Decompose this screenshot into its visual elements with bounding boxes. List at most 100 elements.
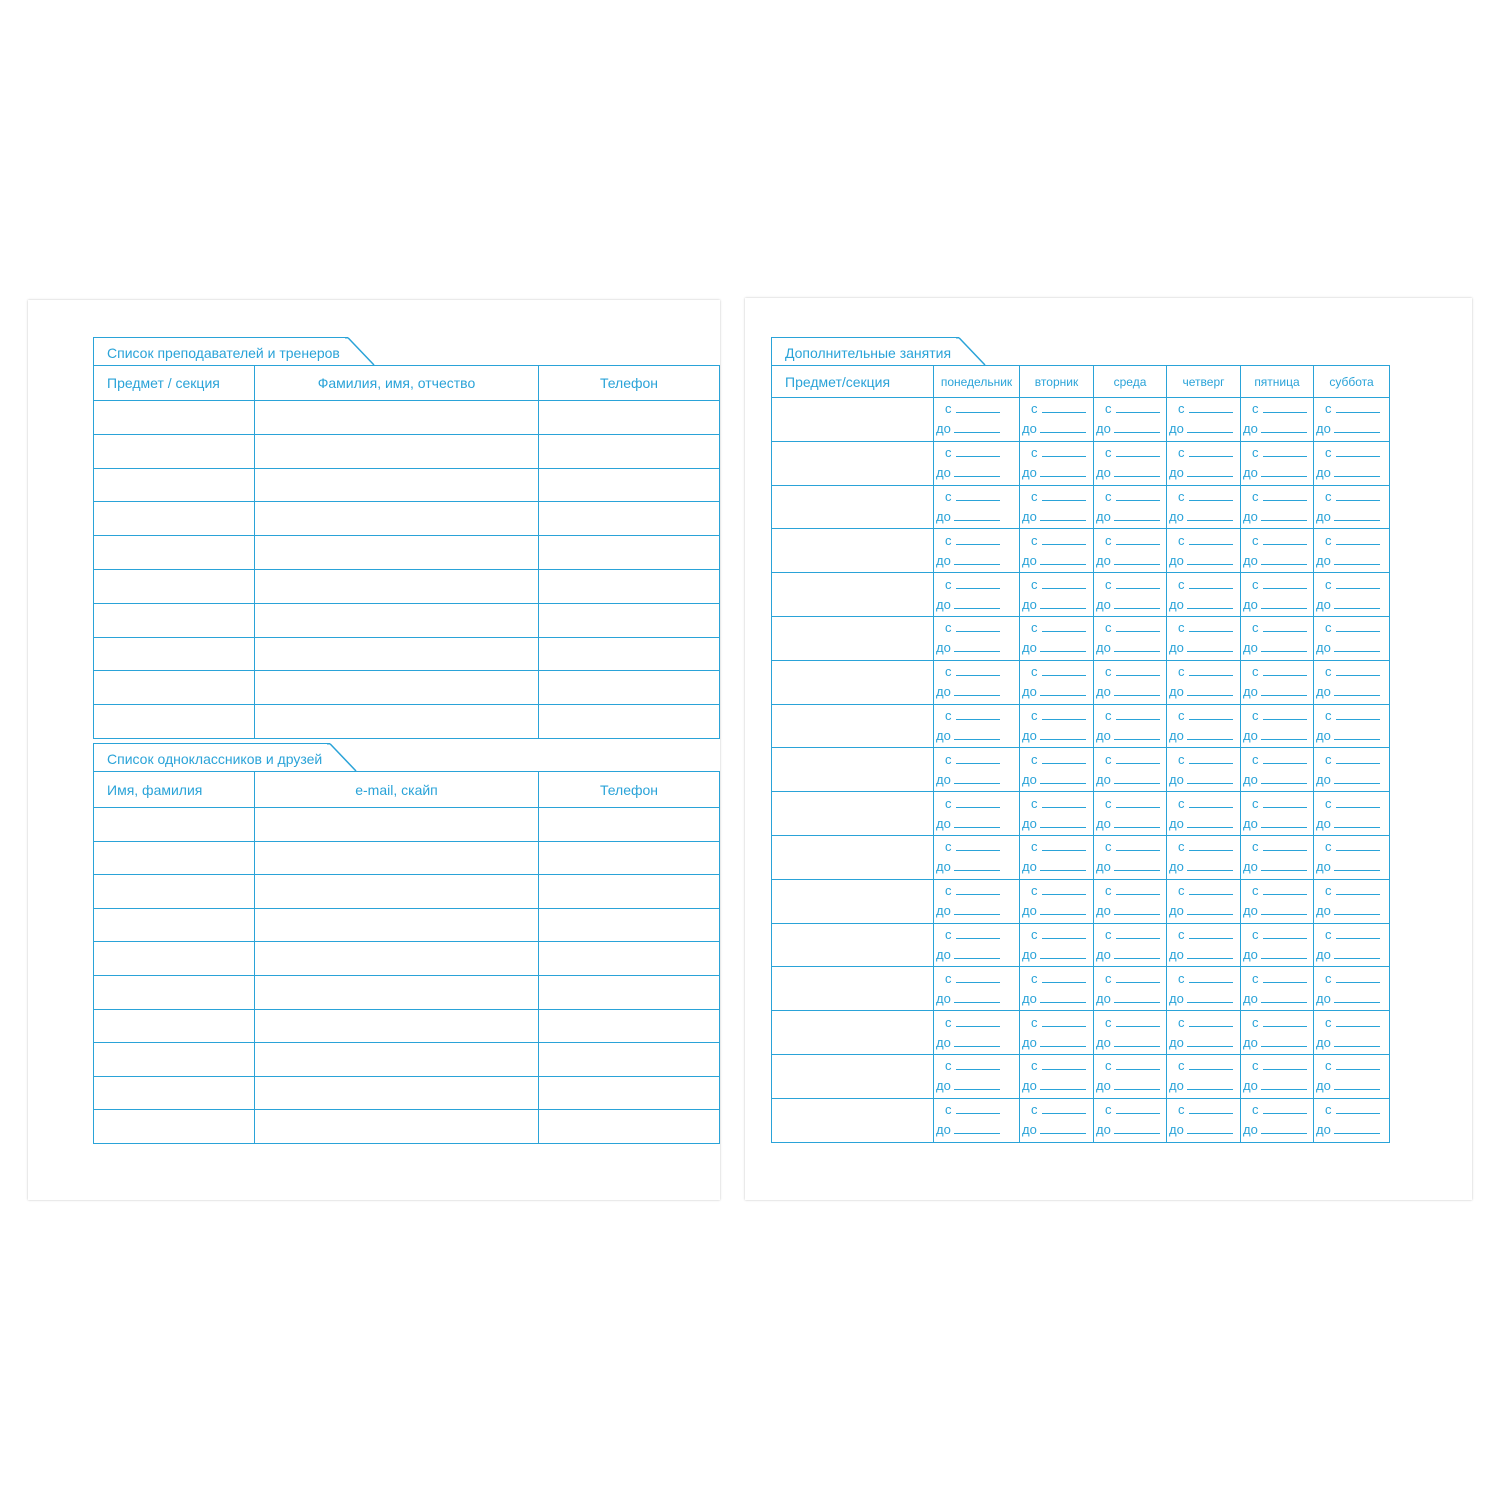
time-cell[interactable]: с до	[1313, 440, 1390, 486]
entry-cell[interactable]	[93, 535, 255, 570]
time-cell[interactable]: с до	[1019, 397, 1094, 442]
time-cell[interactable]: с до	[1093, 703, 1167, 749]
time-cell[interactable]: с до	[1019, 878, 1094, 924]
time-cell[interactable]: с до	[1019, 703, 1094, 749]
time-cell[interactable]: с до	[1240, 878, 1314, 924]
entry-cell[interactable]	[538, 501, 720, 537]
entry-cell[interactable]	[538, 400, 720, 435]
subject-cell[interactable]	[771, 615, 934, 661]
entry-cell[interactable]	[538, 1075, 720, 1111]
time-cell[interactable]: с до	[1093, 1097, 1167, 1143]
time-cell[interactable]: с до	[1166, 659, 1241, 705]
entry-cell[interactable]	[93, 1075, 255, 1111]
entry-cell[interactable]	[254, 433, 539, 469]
time-cell[interactable]: с до	[1240, 1010, 1314, 1055]
time-cell[interactable]: с до	[1240, 1053, 1314, 1099]
time-cell[interactable]: с до	[1019, 791, 1094, 836]
time-cell[interactable]: с до	[1313, 572, 1390, 617]
time-cell[interactable]: с до	[1166, 878, 1241, 924]
entry-cell[interactable]	[254, 501, 539, 537]
subject-cell[interactable]	[771, 484, 934, 530]
entry-cell[interactable]	[254, 1075, 539, 1111]
entry-cell[interactable]	[538, 907, 720, 943]
time-cell[interactable]: с до	[933, 1097, 1020, 1143]
time-cell[interactable]: с до	[1166, 397, 1241, 442]
time-cell[interactable]: с до	[1166, 528, 1241, 574]
time-cell[interactable]: с до	[1313, 791, 1390, 836]
entry-cell[interactable]	[254, 807, 539, 842]
time-cell[interactable]: с до	[933, 572, 1020, 617]
time-cell[interactable]: с до	[1019, 615, 1094, 661]
time-cell[interactable]: с до	[1093, 440, 1167, 486]
time-cell[interactable]: с до	[1240, 528, 1314, 574]
subject-cell[interactable]	[771, 1053, 934, 1099]
subject-cell[interactable]	[771, 659, 934, 705]
time-cell[interactable]: с до	[1313, 1097, 1390, 1143]
entry-cell[interactable]	[93, 467, 255, 503]
entry-cell[interactable]	[254, 467, 539, 503]
time-cell[interactable]: с до	[933, 397, 1020, 442]
entry-cell[interactable]	[93, 501, 255, 537]
time-cell[interactable]: с до	[1093, 1053, 1167, 1099]
entry-cell[interactable]	[93, 636, 255, 672]
time-cell[interactable]: с до	[1240, 440, 1314, 486]
entry-cell[interactable]	[254, 874, 539, 909]
time-cell[interactable]: с до	[1093, 922, 1167, 968]
entry-cell[interactable]	[538, 840, 720, 876]
time-cell[interactable]: с до	[1166, 791, 1241, 836]
entry-cell[interactable]	[93, 907, 255, 943]
time-cell[interactable]: с до	[1313, 747, 1390, 793]
entry-cell[interactable]	[254, 1109, 539, 1144]
entry-cell[interactable]	[93, 807, 255, 842]
time-cell[interactable]: с до	[1166, 1097, 1241, 1143]
time-cell[interactable]: с до	[1313, 1053, 1390, 1099]
subject-cell[interactable]	[771, 397, 934, 442]
entry-cell[interactable]	[538, 602, 720, 638]
time-cell[interactable]: с до	[1240, 791, 1314, 836]
entry-cell[interactable]	[538, 704, 720, 739]
time-cell[interactable]: с до	[1313, 1010, 1390, 1055]
subject-cell[interactable]	[771, 791, 934, 836]
entry-cell[interactable]	[538, 874, 720, 909]
entry-cell[interactable]	[538, 433, 720, 469]
subject-cell[interactable]	[771, 1010, 934, 1055]
entry-cell[interactable]	[93, 704, 255, 739]
entry-cell[interactable]	[538, 467, 720, 503]
time-cell[interactable]: с до	[933, 484, 1020, 530]
entry-cell[interactable]	[538, 974, 720, 1010]
subject-cell[interactable]	[771, 747, 934, 793]
time-cell[interactable]: с до	[933, 922, 1020, 968]
time-cell[interactable]: с до	[1019, 1097, 1094, 1143]
entry-cell[interactable]	[254, 974, 539, 1010]
entry-cell[interactable]	[93, 941, 255, 976]
entry-cell[interactable]	[254, 840, 539, 876]
entry-cell[interactable]	[254, 400, 539, 435]
time-cell[interactable]: с до	[933, 703, 1020, 749]
subject-cell[interactable]	[771, 878, 934, 924]
time-cell[interactable]: с до	[1019, 922, 1094, 968]
subject-cell[interactable]	[771, 1097, 934, 1143]
entry-cell[interactable]	[254, 1008, 539, 1044]
time-cell[interactable]: с до	[1093, 397, 1167, 442]
entry-cell[interactable]	[538, 670, 720, 706]
entry-cell[interactable]	[254, 941, 539, 976]
time-cell[interactable]: с до	[1313, 922, 1390, 968]
time-cell[interactable]: с до	[1093, 834, 1167, 880]
time-cell[interactable]: с до	[1019, 834, 1094, 880]
subject-cell[interactable]	[771, 572, 934, 617]
entry-cell[interactable]	[254, 602, 539, 638]
subject-cell[interactable]	[771, 922, 934, 968]
time-cell[interactable]: с до	[1166, 703, 1241, 749]
time-cell[interactable]: с до	[1313, 966, 1390, 1012]
time-cell[interactable]: с до	[933, 659, 1020, 705]
time-cell[interactable]: с до	[1166, 1010, 1241, 1055]
time-cell[interactable]: с до	[1240, 572, 1314, 617]
entry-cell[interactable]	[538, 1008, 720, 1044]
time-cell[interactable]: с до	[933, 440, 1020, 486]
subject-cell[interactable]	[771, 440, 934, 486]
time-cell[interactable]: с до	[1313, 397, 1390, 442]
entry-cell[interactable]	[254, 535, 539, 570]
time-cell[interactable]: с до	[933, 1010, 1020, 1055]
time-cell[interactable]: с до	[1093, 484, 1167, 530]
time-cell[interactable]: с до	[1240, 397, 1314, 442]
